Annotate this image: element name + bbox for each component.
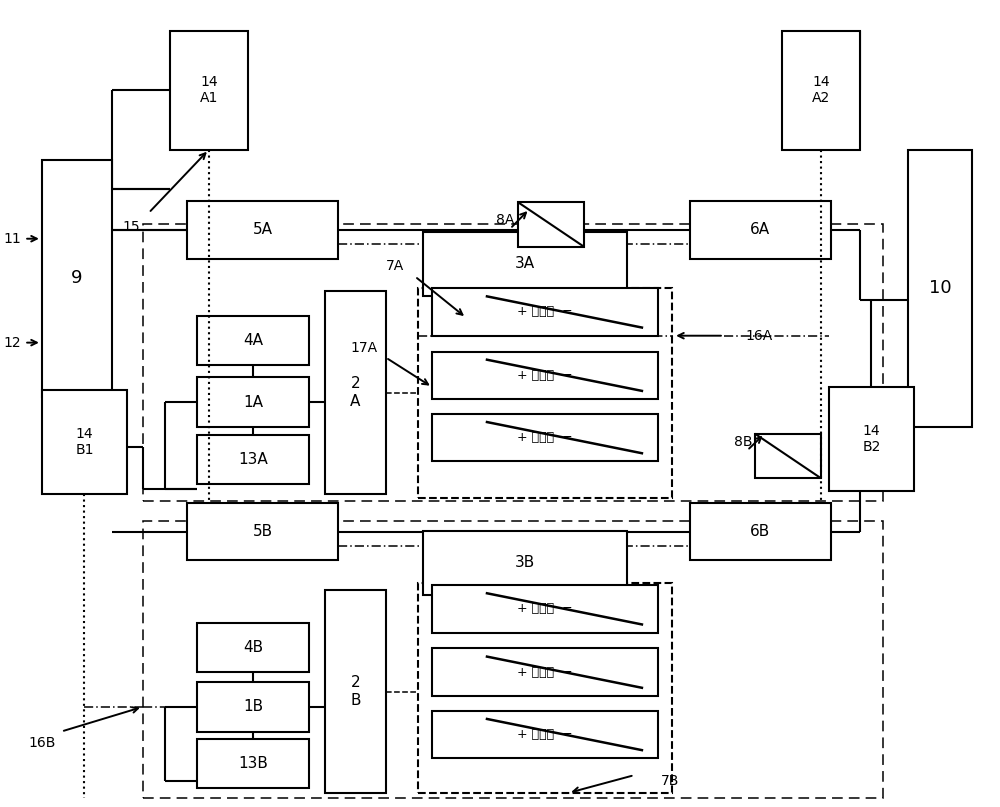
Bar: [432, 414, 658, 462]
Text: 17A: 17A: [351, 341, 378, 354]
Bar: [908, 149, 972, 427]
Bar: [42, 390, 127, 494]
Text: 12: 12: [4, 336, 21, 349]
Text: 6B: 6B: [750, 525, 770, 539]
Bar: [325, 291, 386, 494]
Text: 14
A2: 14 A2: [812, 75, 830, 106]
Bar: [782, 31, 860, 149]
Text: 1A: 1A: [243, 395, 263, 409]
Text: 14
B2: 14 B2: [862, 424, 881, 454]
Bar: [690, 503, 831, 560]
Text: 10: 10: [929, 279, 951, 297]
Text: 7B: 7B: [661, 774, 679, 788]
Text: 5A: 5A: [253, 222, 273, 237]
Bar: [518, 202, 584, 247]
Bar: [690, 201, 831, 258]
Text: 4B: 4B: [243, 640, 263, 655]
Text: 13A: 13A: [238, 452, 268, 467]
Bar: [418, 583, 672, 793]
Text: + 蓄电池  −: + 蓄电池 −: [517, 728, 573, 741]
Text: 7A: 7A: [386, 259, 405, 274]
Bar: [423, 531, 627, 595]
Text: 1B: 1B: [243, 700, 263, 714]
Bar: [423, 232, 627, 296]
Text: 14
B1: 14 B1: [75, 427, 94, 458]
Bar: [432, 288, 658, 336]
Bar: [197, 435, 309, 484]
Text: + 蓄电池  −: + 蓄电池 −: [517, 602, 573, 616]
Bar: [432, 711, 658, 759]
Bar: [325, 590, 386, 793]
Bar: [432, 585, 658, 633]
Bar: [42, 160, 112, 397]
Text: 2
A: 2 A: [350, 376, 361, 409]
Text: 15: 15: [122, 220, 140, 234]
Text: + 蓄电池  −: + 蓄电池 −: [517, 369, 573, 382]
Bar: [187, 201, 338, 258]
Text: 4A: 4A: [243, 333, 263, 348]
Bar: [170, 31, 248, 149]
Text: + 蓄电池  −: + 蓄电池 −: [517, 306, 573, 319]
Text: 9: 9: [71, 270, 82, 287]
Text: 2
B: 2 B: [350, 675, 361, 708]
Bar: [187, 503, 338, 560]
Bar: [197, 682, 309, 732]
Text: 11: 11: [4, 232, 21, 245]
Bar: [829, 387, 914, 491]
Bar: [197, 316, 309, 366]
Text: 16A: 16A: [745, 328, 772, 343]
Bar: [143, 521, 883, 798]
Bar: [432, 352, 658, 399]
Bar: [197, 378, 309, 427]
Bar: [755, 433, 821, 479]
Text: 3A: 3A: [515, 257, 535, 271]
Text: 5B: 5B: [253, 525, 273, 539]
Text: + 蓄电池  −: + 蓄电池 −: [517, 431, 573, 444]
Text: 3B: 3B: [514, 555, 535, 571]
Bar: [197, 623, 309, 672]
Text: 8A: 8A: [496, 213, 514, 227]
Bar: [432, 649, 658, 696]
Text: 8B: 8B: [734, 434, 752, 449]
Text: + 蓄电池  −: + 蓄电池 −: [517, 666, 573, 679]
Text: 6A: 6A: [750, 222, 770, 237]
Text: 16B: 16B: [28, 737, 55, 751]
Bar: [418, 288, 672, 498]
Text: 14
A1: 14 A1: [200, 75, 218, 106]
Bar: [143, 224, 883, 501]
Text: 13B: 13B: [238, 755, 268, 771]
Bar: [197, 738, 309, 788]
